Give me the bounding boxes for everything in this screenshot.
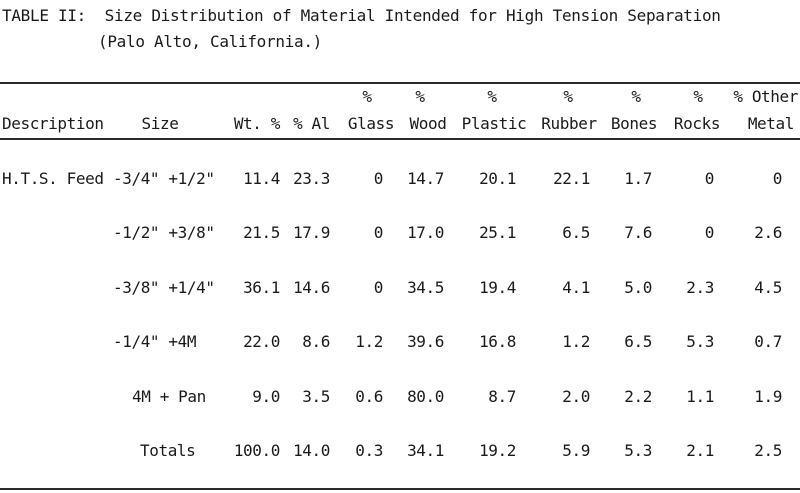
table-cell-plastic: 19.2 bbox=[479, 441, 516, 460]
table-cell-glass: 0.3 bbox=[355, 441, 383, 460]
table-cell-wt: 100.0 bbox=[233, 441, 281, 460]
table-cell-wood: 17.0 bbox=[407, 223, 444, 242]
table-cell-size: -1/2" +3/8" bbox=[113, 223, 215, 242]
header-wt: Wt. % bbox=[233, 114, 281, 133]
table-cell-other: 4.5 bbox=[754, 278, 782, 297]
table-cell-plastic: 19.4 bbox=[479, 278, 516, 297]
table-cell-al: 8.6 bbox=[302, 332, 330, 351]
table-cell-wt: 22.0 bbox=[243, 332, 280, 351]
table-cell-size: -3/8" +1/4" bbox=[113, 278, 215, 297]
table-cell-rubber: 22.1 bbox=[553, 169, 590, 188]
table-cell-bones: 2.2 bbox=[624, 387, 652, 406]
header-wood-percent: % bbox=[415, 87, 425, 106]
table-cell-size: Totals bbox=[140, 441, 196, 460]
header-rubber-percent: % bbox=[563, 87, 573, 106]
table-cell-rocks: 1.1 bbox=[686, 387, 714, 406]
header-al: % Al bbox=[293, 114, 330, 133]
header-plastic: Plastic bbox=[461, 114, 527, 133]
table-cell-other: 1.9 bbox=[754, 387, 782, 406]
table-cell-al: 14.0 bbox=[293, 441, 330, 460]
table-cell-rocks: 0 bbox=[704, 223, 715, 242]
table-cell-rocks: 2.3 bbox=[686, 278, 714, 297]
table-cell-glass: 0 bbox=[373, 223, 384, 242]
header-rocks: Rocks bbox=[673, 114, 721, 133]
table-cell-al: 23.3 bbox=[293, 169, 330, 188]
table-cell-rocks: 2.1 bbox=[686, 441, 714, 460]
table-cell-other: 0 bbox=[772, 169, 783, 188]
table-cell-rubber: 5.9 bbox=[562, 441, 590, 460]
table-cell-rocks: 5.3 bbox=[686, 332, 714, 351]
top-rule bbox=[0, 82, 800, 84]
header-other-percent: % Other bbox=[733, 87, 798, 106]
table-cell-wood: 39.6 bbox=[407, 332, 444, 351]
table-cell-other: 2.5 bbox=[754, 441, 782, 460]
table-cell-wt: 9.0 bbox=[252, 387, 280, 406]
table-cell-glass: 1.2 bbox=[355, 332, 383, 351]
table-cell-size: 4M + Pan bbox=[132, 387, 206, 406]
table-cell-size: -3/4" +1/2" bbox=[113, 169, 215, 188]
table-cell-wt: 21.5 bbox=[243, 223, 280, 242]
bottom-rule bbox=[0, 488, 800, 490]
table-cell-wood: 80.0 bbox=[407, 387, 444, 406]
table-cell-wood: 34.1 bbox=[407, 441, 444, 460]
table-cell-plastic: 20.1 bbox=[479, 169, 516, 188]
table-cell-rocks: 0 bbox=[704, 169, 715, 188]
header-bones-percent: % bbox=[631, 87, 641, 106]
header-other: Metal bbox=[747, 114, 795, 133]
table-cell-bones: 6.5 bbox=[624, 332, 652, 351]
header-rocks-percent: % bbox=[693, 87, 703, 106]
header-description: Description bbox=[2, 114, 104, 133]
header-plastic-percent: % bbox=[487, 87, 497, 106]
table-cell-bones: 5.3 bbox=[624, 441, 652, 460]
table-cell-bones: 7.6 bbox=[624, 223, 652, 242]
table-cell-rubber: 4.1 bbox=[562, 278, 590, 297]
table-title: TABLE II: Size Distribution of Material … bbox=[2, 6, 721, 25]
header-wood: Wood bbox=[409, 114, 447, 133]
table-cell-glass: 0.6 bbox=[355, 387, 383, 406]
table-cell-description: H.T.S. Feed bbox=[2, 169, 104, 188]
table-cell-bones: 1.7 bbox=[624, 169, 652, 188]
table-cell-other: 2.6 bbox=[754, 223, 782, 242]
table-cell-al: 17.9 bbox=[293, 223, 330, 242]
header-size: Size bbox=[141, 114, 179, 133]
table-subtitle: (Palo Alto, California.) bbox=[98, 32, 322, 51]
table-cell-wood: 14.7 bbox=[407, 169, 444, 188]
header-glass: Glass bbox=[347, 114, 395, 133]
table-cell-rubber: 1.2 bbox=[562, 332, 590, 351]
header-rule bbox=[0, 138, 800, 140]
header-bones: Bones bbox=[610, 114, 658, 133]
table-cell-plastic: 25.1 bbox=[479, 223, 516, 242]
table-cell-glass: 0 bbox=[373, 278, 384, 297]
table-cell-rubber: 6.5 bbox=[562, 223, 590, 242]
table-cell-glass: 0 bbox=[373, 169, 384, 188]
table-cell-al: 3.5 bbox=[302, 387, 330, 406]
table-cell-wood: 34.5 bbox=[407, 278, 444, 297]
table-cell-plastic: 16.8 bbox=[479, 332, 516, 351]
header-rubber: Rubber bbox=[541, 114, 597, 133]
table-cell-size: -1/4" +4M bbox=[113, 332, 197, 351]
table-cell-bones: 5.0 bbox=[624, 278, 652, 297]
header-glass-percent: % bbox=[362, 87, 372, 106]
table-cell-rubber: 2.0 bbox=[562, 387, 590, 406]
table-cell-wt: 11.4 bbox=[243, 169, 280, 188]
table-cell-wt: 36.1 bbox=[243, 278, 280, 297]
table-cell-plastic: 8.7 bbox=[488, 387, 516, 406]
table-cell-other: 0.7 bbox=[754, 332, 782, 351]
table-cell-al: 14.6 bbox=[293, 278, 330, 297]
